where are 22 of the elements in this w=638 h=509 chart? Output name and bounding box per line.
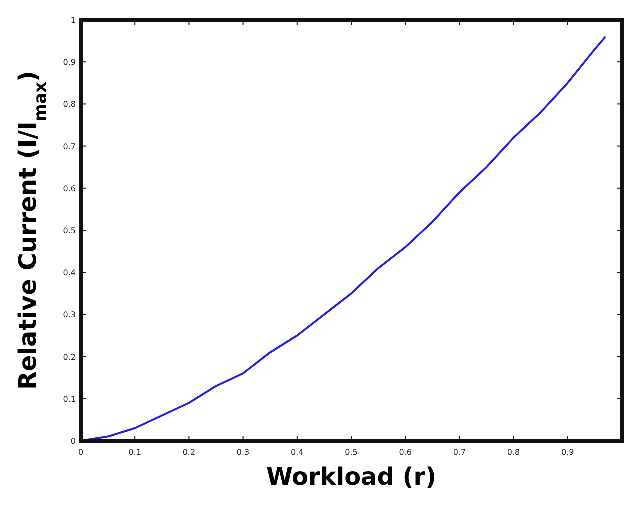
y-tick-label: 0.1 bbox=[63, 394, 76, 404]
y-tick-label: 0.6 bbox=[63, 184, 76, 194]
x-tick-label: 0.1 bbox=[128, 448, 142, 457]
y-tick-label: 0.8 bbox=[63, 100, 76, 110]
y-tick-label: 0.9 bbox=[63, 58, 76, 68]
x-tick-label: 0.2 bbox=[182, 448, 196, 457]
y-tick-label: 0.7 bbox=[63, 142, 76, 152]
x-tick-label: 0.5 bbox=[345, 448, 358, 457]
x-axis-title: Workload (r) bbox=[266, 463, 437, 491]
y-tick-label: 0.3 bbox=[63, 310, 76, 320]
y-tick-label: 0.4 bbox=[63, 268, 76, 278]
x-tick-label: 0.3 bbox=[236, 448, 250, 457]
x-tick-label: 0.6 bbox=[399, 448, 412, 457]
x-tick-label: 0.7 bbox=[453, 448, 466, 457]
y-tick-label: 0 bbox=[70, 437, 76, 446]
y-tick-label: 1 bbox=[70, 16, 76, 25]
x-tick-label: 0.4 bbox=[291, 448, 304, 457]
y-tick-label: 0.2 bbox=[63, 352, 76, 362]
x-tick-label: 0.9 bbox=[562, 448, 574, 457]
x-tick-label: 0 bbox=[78, 448, 84, 457]
y-tick-label: 0.5 bbox=[63, 226, 76, 236]
x-tick-label: 0.8 bbox=[507, 448, 520, 457]
